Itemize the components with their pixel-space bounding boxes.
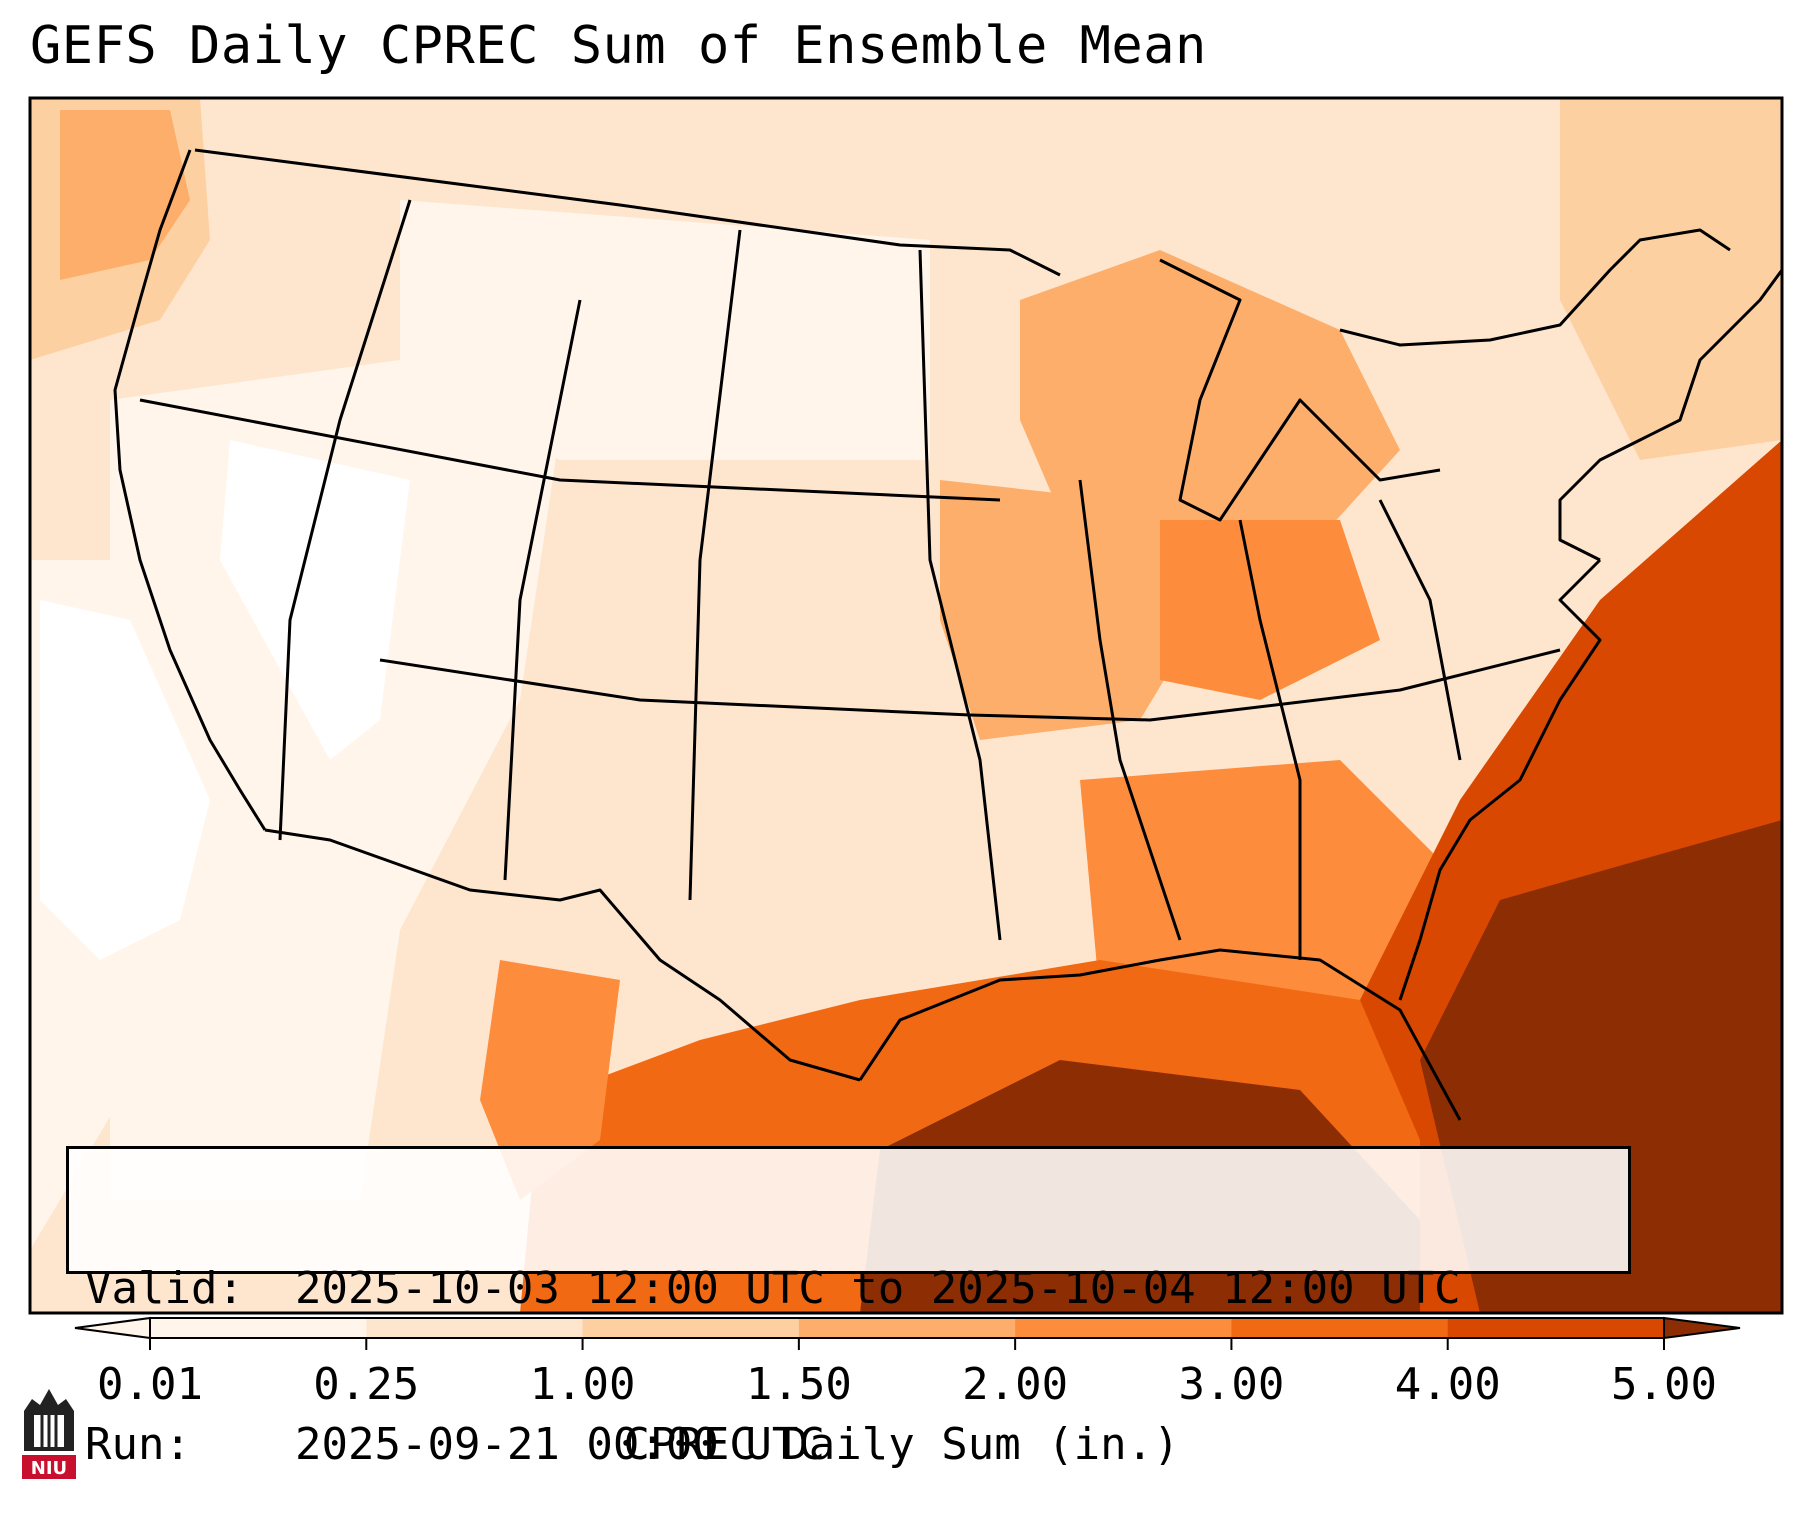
colorbar-tick-label: 5.00	[1611, 1359, 1717, 1410]
colorbar	[74, 1316, 1741, 1350]
colorbar-segment	[1015, 1318, 1232, 1338]
precip-region-rockies	[400, 200, 930, 460]
colorbar-extend-high	[1663, 1316, 1741, 1340]
us-canada-border-east	[1339, 228, 1731, 347]
state-line-1	[139, 398, 1001, 502]
florida	[1398, 558, 1602, 1001]
run-label: Run:	[85, 1419, 191, 1470]
colorbar-outline	[149, 1317, 1665, 1339]
precip-region-midwest	[940, 480, 1200, 740]
map-title: GEFS Daily CPREC Sum of Ensemble Mean	[30, 16, 1207, 76]
precip-region-nevada-dry	[220, 440, 410, 760]
valid-value: 2025-10-03 12:00 UTC to 2025-10-04 12:00…	[295, 1263, 1461, 1314]
precip-region-atlantic-northeast	[1560, 98, 1782, 460]
state-line-5	[688, 229, 742, 901]
colorbar-tick-label: 1.50	[745, 1359, 852, 1410]
colorbar-segment	[1231, 1318, 1449, 1338]
logo-text: NIU	[31, 1458, 67, 1479]
colorbar-segment	[1447, 1318, 1665, 1338]
state-line-4	[503, 299, 582, 881]
mexico-border	[264, 828, 861, 1082]
state-line-8	[1238, 519, 1302, 960]
colorbar-tick-label: 3.00	[1178, 1359, 1285, 1410]
gulf-coast	[858, 948, 1462, 1121]
colorbar-tick-label: 0.01	[97, 1359, 203, 1410]
run-value: 2025-09-21 00:00 UTC	[295, 1419, 825, 1470]
precip-region-southeast	[1080, 760, 1460, 1000]
colorbar-label: CPREC Daily Sum (in.)	[623, 1419, 1180, 1470]
niu-logo: NIU	[22, 1389, 76, 1479]
colorbar-tick-label: 2.00	[962, 1359, 1069, 1410]
state-line-9	[1378, 499, 1462, 761]
colorbar-tick-label: 1.00	[529, 1359, 636, 1410]
colorbar-tick-label: 4.00	[1394, 1359, 1501, 1410]
colorbar-tick-label: 0.25	[313, 1359, 420, 1410]
precip-region-pacific-white	[40, 600, 210, 960]
state-line-3	[278, 199, 412, 841]
state-line-2	[379, 648, 1561, 722]
west-coast	[113, 149, 267, 831]
colorbar-segment	[798, 1318, 1016, 1338]
colorbar-segment	[582, 1318, 800, 1338]
precip-region-mexico-west	[480, 960, 620, 1200]
us-canada-border-west	[194, 148, 1061, 277]
colorbar-segment	[366, 1318, 584, 1338]
valid-label: Valid:	[85, 1263, 244, 1314]
state-line-6	[918, 249, 1002, 941]
valid-row: Valid: 2025-10-03 12:00 UTC to 2025-10-04…	[85, 1263, 1628, 1315]
run-row: Run: 2025-09-21 00:00 UTC	[85, 1419, 1628, 1471]
great-lakes-shore	[1159, 258, 1441, 522]
state-line-7	[1078, 479, 1182, 941]
borders	[113, 148, 1782, 1121]
colorbar-segment	[150, 1318, 367, 1338]
east-coast	[1558, 269, 1782, 562]
map-frame	[28, 96, 1784, 1315]
precip-region-ohio	[1160, 520, 1380, 700]
valid-run-info: Valid: 2025-10-03 12:00 UTC to 2025-10-04…	[66, 1146, 1631, 1470]
